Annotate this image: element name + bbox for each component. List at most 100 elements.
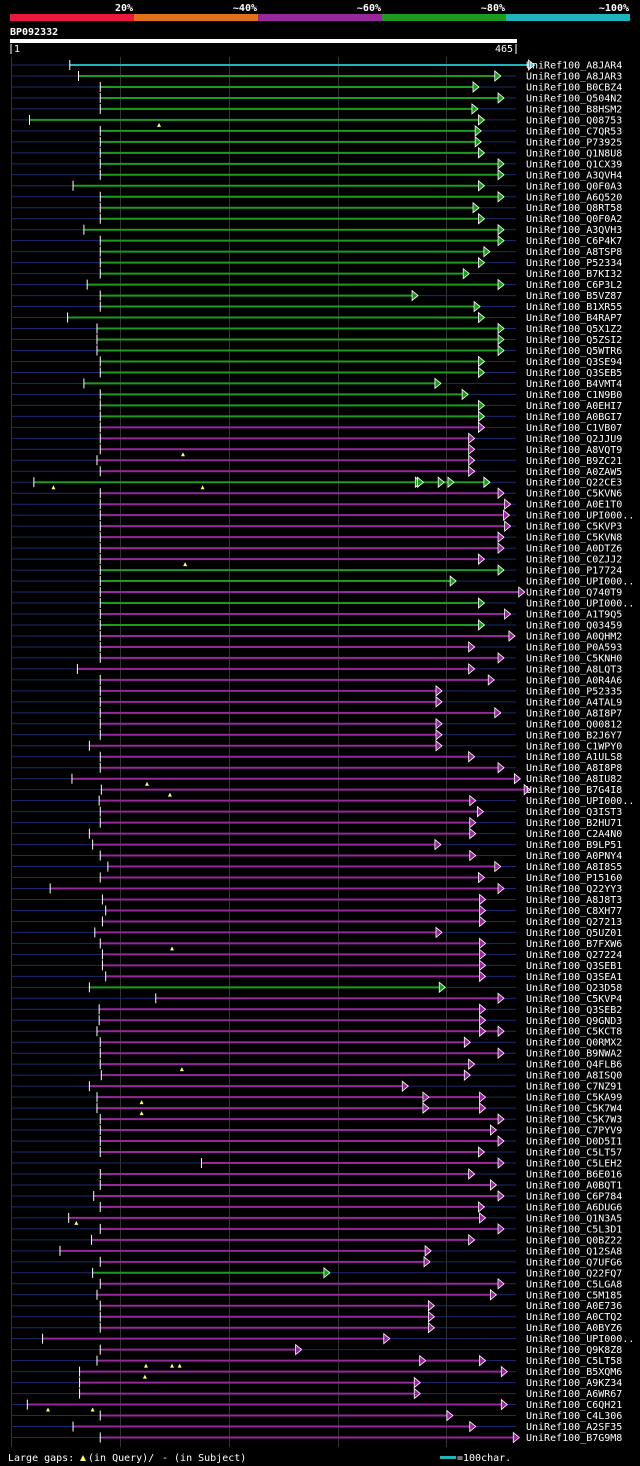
hit-label[interactable]: UniRef100_Q2JJU9	[526, 434, 622, 445]
hit-row[interactable]: UniRef100_A2SF35	[11, 1420, 622, 1434]
hit-row[interactable]: UniRef100_B5VZ87	[11, 289, 622, 303]
hit-label[interactable]: UniRef100_Q12SA8	[526, 1246, 622, 1257]
hit-label[interactable]: UniRef100_Q9GND3	[526, 1016, 622, 1027]
hit-label[interactable]: UniRef100_A2SF35	[526, 1422, 622, 1433]
hit-label[interactable]: UniRef100_A0E1T0	[526, 500, 622, 511]
hit-row[interactable]: UniRef100_B6E016	[11, 1168, 622, 1181]
hit-label[interactable]: UniRef100_B7G9M8	[526, 1433, 622, 1444]
hit-row[interactable]: UniRef100_B1XR55	[11, 300, 622, 314]
hit-label[interactable]: UniRef100_Q0F0A3	[526, 181, 622, 192]
hit-row[interactable]: UniRef100_P52335	[11, 685, 622, 698]
hit-label[interactable]: UniRef100_C6QH21	[526, 1400, 622, 1411]
hit-row[interactable]: UniRef100_C5KA99	[11, 1091, 622, 1105]
hit-label[interactable]: UniRef100_B0CBZ4	[526, 82, 622, 93]
hit-row[interactable]: UniRef100_C5K7W3	[11, 1113, 622, 1126]
hit-row[interactable]: UniRef100_C5LT58	[11, 1354, 622, 1368]
hit-label[interactable]: UniRef100_UPI000..	[526, 577, 634, 588]
hit-row[interactable]: UniRef100_A8JAR3	[11, 70, 622, 83]
hit-label[interactable]: UniRef100_UPI000..	[526, 511, 634, 522]
hit-row[interactable]: UniRef100_A0CTQ2	[11, 1310, 622, 1324]
hit-row[interactable]: UniRef100_Q27213	[11, 915, 622, 928]
hit-row[interactable]: UniRef100_Q1N8U8	[11, 146, 622, 160]
hit-row[interactable]: UniRef100_A3QVH4	[11, 168, 622, 182]
hit-label[interactable]: UniRef100_C6P4K7	[526, 236, 622, 247]
hit-row[interactable]: UniRef100_A8VQT9	[11, 443, 622, 457]
hit-label[interactable]: UniRef100_C5KCT8	[526, 1027, 622, 1038]
hit-row[interactable]: UniRef100_P15160	[11, 871, 622, 885]
hit-label[interactable]: UniRef100_A8VQT9	[526, 445, 622, 456]
hit-label[interactable]: UniRef100_C8XH77	[526, 906, 622, 917]
hit-label[interactable]: UniRef100_A1ULS8	[526, 752, 622, 763]
hit-row[interactable]: UniRef100_Q5ZSI2	[11, 333, 622, 347]
hit-label[interactable]: UniRef100_C6P784	[526, 1191, 622, 1202]
hit-label[interactable]: UniRef100_B7KI32	[526, 269, 622, 280]
hit-label[interactable]: UniRef100_A0BGI7	[526, 412, 622, 423]
hit-label[interactable]: UniRef100_Q00812	[526, 719, 622, 730]
hit-label[interactable]: UniRef100_A4TAL9	[526, 697, 622, 708]
hit-label[interactable]: UniRef100_A8JAR4	[526, 61, 622, 72]
hit-label[interactable]: UniRef100_B7G4I8	[526, 785, 622, 796]
hit-row[interactable]: UniRef100_C5KVP4	[11, 992, 622, 1005]
hit-label[interactable]: UniRef100_B1XR55	[526, 302, 622, 313]
hit-label[interactable]: UniRef100_C7PYV9	[526, 1126, 622, 1137]
hit-label[interactable]: UniRef100_Q5WTR6	[526, 346, 622, 357]
hit-label[interactable]: UniRef100_A0DTZ6	[526, 544, 622, 555]
hit-row[interactable]: UniRef100_Q8RT58	[11, 201, 622, 215]
hit-row[interactable]: UniRef100_A8JAR4	[11, 59, 622, 72]
hit-row[interactable]: UniRef100_C5KNH0	[11, 652, 622, 665]
hit-label[interactable]: UniRef100_C1VB07	[526, 423, 622, 434]
hit-label[interactable]: UniRef100_A3QVH4	[526, 170, 622, 181]
hit-label[interactable]: UniRef100_C5K7W4	[526, 1104, 622, 1115]
hit-label[interactable]: UniRef100_Q3SE94	[526, 357, 622, 368]
hit-row[interactable]: UniRef100_Q0F0A2	[11, 212, 622, 226]
hit-label[interactable]: UniRef100_C5KVN6	[526, 489, 622, 500]
hit-label[interactable]: UniRef100_A9KZ34	[526, 1378, 622, 1389]
hit-label[interactable]: UniRef100_C4L306	[526, 1411, 622, 1422]
hit-row[interactable]: UniRef100_Q08753	[11, 114, 622, 127]
hit-row[interactable]: UniRef100_P52334	[11, 256, 622, 270]
hit-row[interactable]: UniRef100_Q3SEA1	[11, 970, 622, 983]
hit-row[interactable]: UniRef100_A8TSP8	[11, 245, 622, 259]
hit-row[interactable]: UniRef100_C8XH77	[11, 904, 622, 917]
hit-label[interactable]: UniRef100_A8I8P8	[526, 763, 622, 774]
hit-row[interactable]: UniRef100_B9LP51	[11, 838, 622, 852]
hit-label[interactable]: UniRef100_P73925	[526, 137, 622, 148]
hit-row[interactable]: UniRef100_P73925	[11, 136, 622, 149]
hit-label[interactable]: UniRef100_B2J6Y7	[526, 730, 622, 741]
hit-label[interactable]: UniRef100_C5K7W3	[526, 1115, 622, 1126]
hit-row[interactable]: UniRef100_C1WPY0	[11, 739, 622, 753]
hit-label[interactable]: UniRef100_Q0RMX2	[526, 1038, 622, 1049]
hit-label[interactable]: UniRef100_Q5ZSI2	[526, 335, 622, 346]
hit-label[interactable]: UniRef100_A8TSP8	[526, 247, 622, 258]
hit-row[interactable]: UniRef100_UPI000..	[11, 509, 634, 522]
hit-row[interactable]: UniRef100_C5LT57	[11, 1146, 622, 1159]
hit-label[interactable]: UniRef100_Q0BZ22	[526, 1235, 622, 1246]
hit-label[interactable]: UniRef100_C5M185	[526, 1290, 622, 1301]
hit-row[interactable]: UniRef100_A0BGI7	[11, 410, 622, 423]
hit-row[interactable]: UniRef100_B4RAP7	[11, 311, 622, 325]
hit-row[interactable]: UniRef100_C7NZ91	[11, 1080, 622, 1093]
hit-row[interactable]: UniRef100_Q7UFG6	[11, 1255, 622, 1269]
hit-label[interactable]: UniRef100_Q22FQ7	[526, 1268, 622, 1279]
hit-row[interactable]: UniRef100_A0E1T0	[11, 498, 622, 511]
hit-row[interactable]: UniRef100_C5L3D1	[11, 1223, 622, 1236]
hit-row[interactable]: UniRef100_C5KVN8	[11, 531, 622, 544]
hit-label[interactable]: UniRef100_C5KVN8	[526, 533, 622, 544]
hit-row[interactable]: UniRef100_B5XQM6	[11, 1365, 622, 1379]
hit-row[interactable]: UniRef100_Q9GND3	[11, 1014, 622, 1027]
hit-label[interactable]: UniRef100_Q3SEB2	[526, 1005, 622, 1016]
hit-label[interactable]: UniRef100_B4RAP7	[526, 313, 622, 324]
hit-row[interactable]: UniRef100_Q1N3A5	[11, 1212, 622, 1225]
hit-label[interactable]: UniRef100_Q1N8U8	[526, 148, 622, 159]
hit-label[interactable]: UniRef100_Q0F0A2	[526, 214, 622, 225]
hit-row[interactable]: UniRef100_Q22YY3	[11, 882, 622, 896]
hit-label[interactable]: UniRef100_C5LGA8	[526, 1279, 622, 1290]
hit-row[interactable]: UniRef100_P17724	[11, 564, 622, 577]
hit-label[interactable]: UniRef100_Q4FLB6	[526, 1060, 622, 1071]
hit-label[interactable]: UniRef100_P17724	[526, 566, 622, 577]
hit-row[interactable]: UniRef100_Q5WTR6	[11, 344, 622, 357]
hit-row[interactable]: UniRef100_C0ZJJ2	[11, 553, 622, 567]
hit-row[interactable]: UniRef100_A8I8P7	[11, 706, 622, 720]
hit-row[interactable]: UniRef100_C2A4N0	[11, 827, 622, 841]
hit-row[interactable]: UniRef100_C6P3L2	[11, 278, 622, 292]
